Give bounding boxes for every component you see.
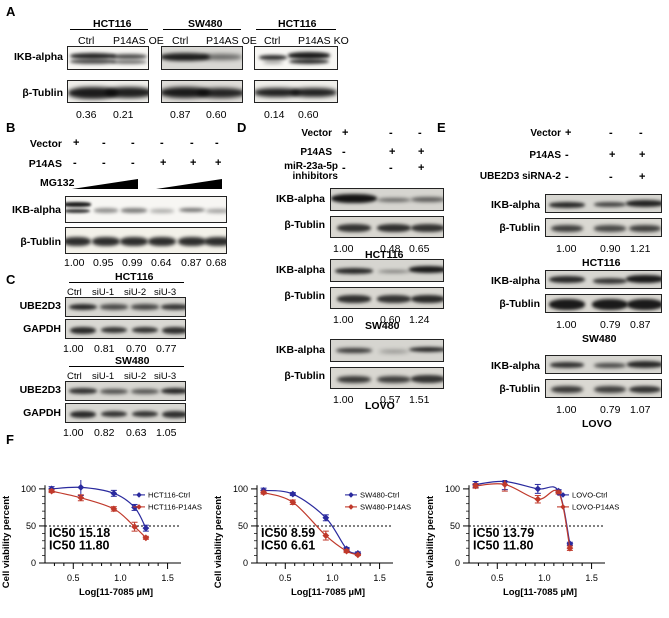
svg-text:100: 100 [233,484,248,494]
svg-text:0.5: 0.5 [67,573,80,583]
svg-text:Log[11-7085 µM]: Log[11-7085 µM] [503,587,577,598]
svg-text:IC50 11.80: IC50 11.80 [49,539,110,553]
svg-text:HCT116-Ctrl: HCT116-Ctrl [148,491,190,500]
svg-text:1.0: 1.0 [538,573,551,583]
svg-text:Log[11-7085 µM]: Log[11-7085 µM] [79,587,153,598]
svg-text:0: 0 [455,558,460,568]
svg-text:1.5: 1.5 [585,573,598,583]
svg-text:0.5: 0.5 [491,573,504,583]
svg-text:LOVO-Ctrl: LOVO-Ctrl [572,491,608,500]
svg-text:0: 0 [243,558,248,568]
svg-text:IC50 11.80: IC50 11.80 [473,539,534,553]
svg-text:SW480-Ctrl: SW480-Ctrl [360,491,400,500]
svg-text:100: 100 [445,484,460,494]
svg-text:LOVO-P14AS: LOVO-P14AS [572,503,619,512]
svg-text:1.0: 1.0 [326,573,339,583]
svg-text:0.5: 0.5 [279,573,292,583]
svg-text:IC50 6.61: IC50 6.61 [261,539,315,553]
svg-text:1.5: 1.5 [161,573,174,583]
svg-text:SW480-P14AS: SW480-P14AS [360,503,411,512]
svg-text:1.5: 1.5 [373,573,386,583]
svg-text:HCT116-P14AS: HCT116-P14AS [148,503,202,512]
svg-text:50: 50 [450,521,460,531]
svg-text:50: 50 [26,521,36,531]
svg-text:50: 50 [238,521,248,531]
svg-text:1.0: 1.0 [114,573,127,583]
svg-text:0: 0 [31,558,36,568]
svg-text:100: 100 [21,484,36,494]
svg-text:Log[11-7085 µM]: Log[11-7085 µM] [291,587,365,598]
